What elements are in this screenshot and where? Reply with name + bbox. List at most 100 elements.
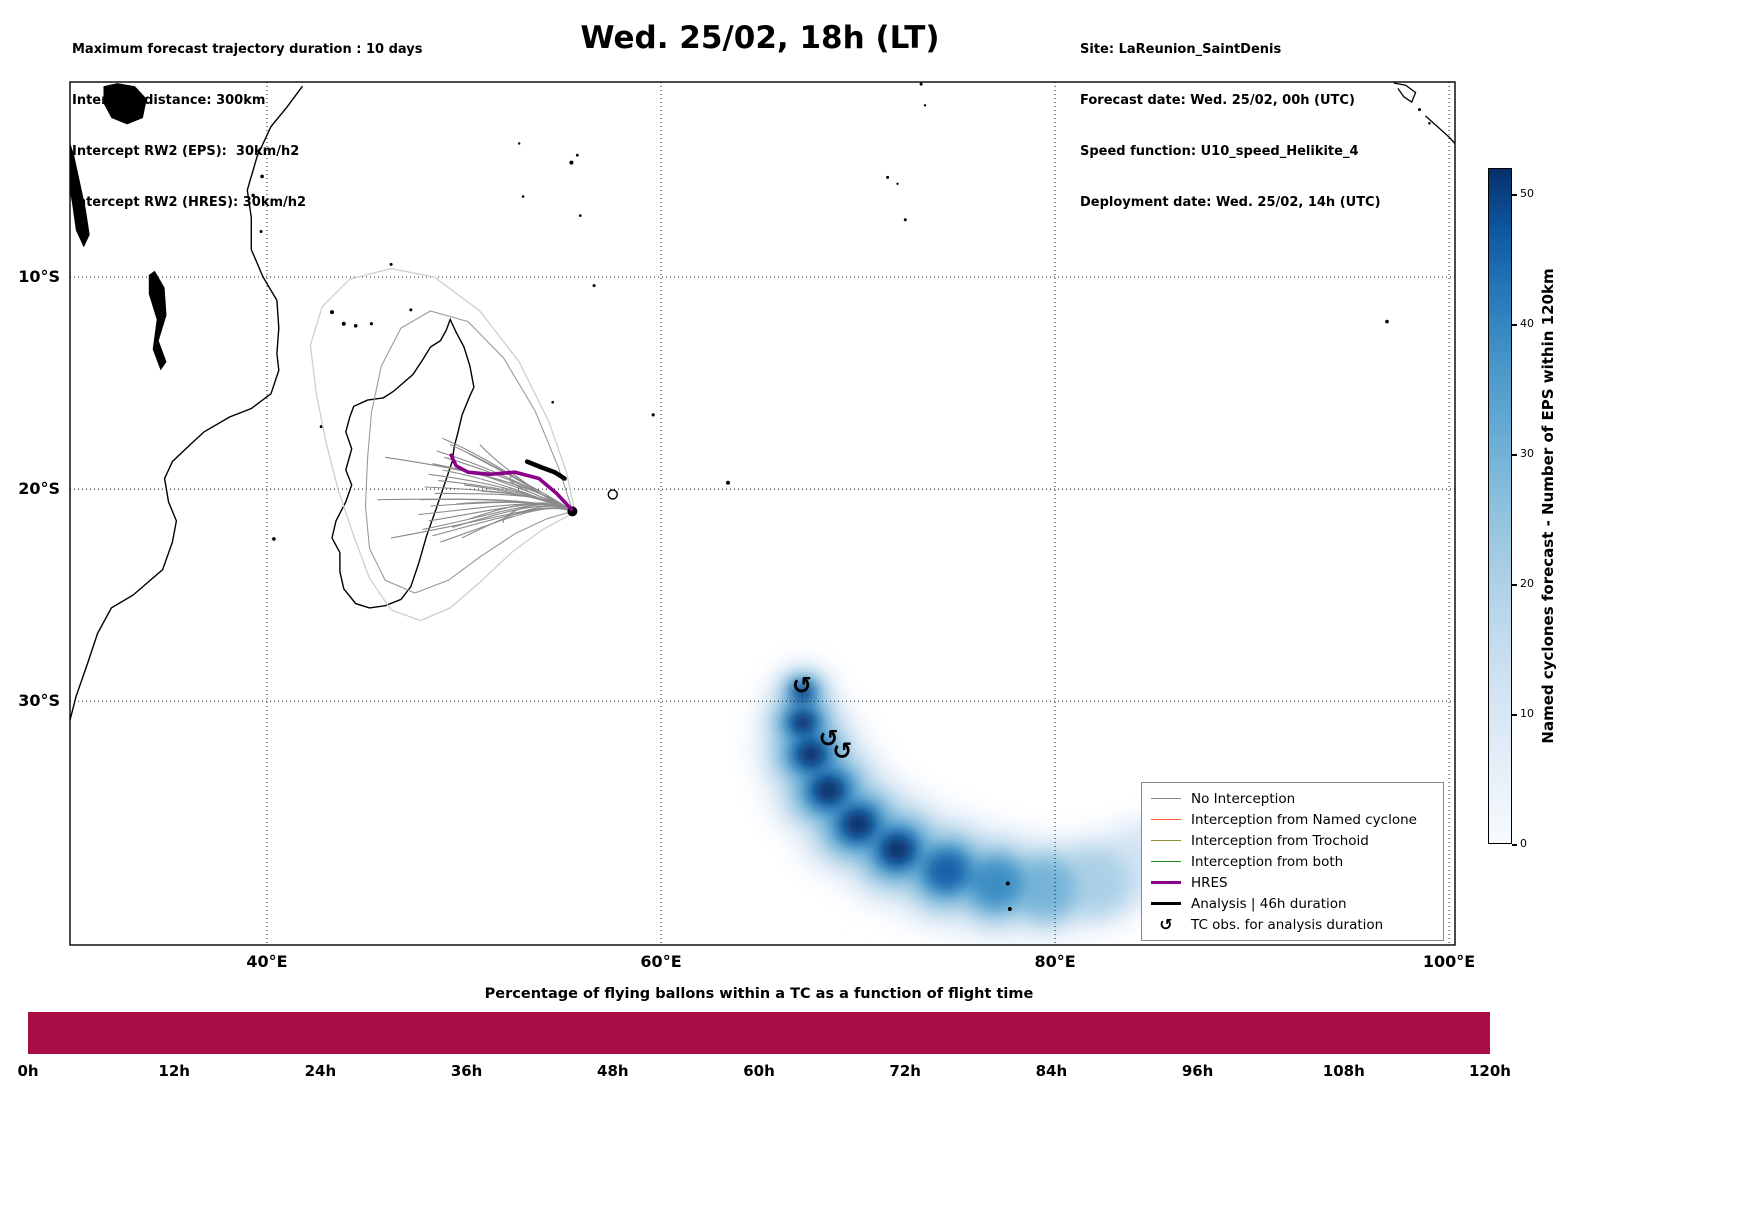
- flight-time-strip: [28, 1012, 1490, 1054]
- islet: [272, 537, 276, 541]
- legend-item: HRES: [1142, 872, 1443, 893]
- info-line: Speed function: U10_speed_Helikite_4: [1080, 144, 1359, 159]
- islet: [330, 310, 334, 315]
- legend-item: Interception from Named cyclone: [1142, 809, 1443, 830]
- x-tick-label: 100°E: [1422, 952, 1476, 971]
- colorbar-tick-mark: [1512, 324, 1517, 326]
- obs-dot: [1005, 881, 1010, 886]
- colorbar-tick-label: 40: [1520, 317, 1534, 330]
- info-line: Intercept RW2 (EPS): 30km/h2: [72, 144, 300, 159]
- legend-label: Interception from Trochoid: [1191, 832, 1369, 849]
- islet: [551, 400, 554, 404]
- strip-tick-label: 84h: [1035, 1062, 1068, 1080]
- islet: [251, 193, 255, 198]
- legend-label: No Interception: [1191, 790, 1296, 807]
- islet: [903, 218, 907, 222]
- map-content: ↺ ↺ ↺: [70, 82, 1455, 945]
- site-info: Site: LaReunion_SaintDenis Forecast date…: [1080, 7, 1381, 245]
- strip-tick-label: 48h: [597, 1062, 629, 1080]
- legend-label: Interception from Named cyclone: [1191, 811, 1417, 828]
- strip-tick-label: 24h: [304, 1062, 337, 1080]
- eps-trajectory: [467, 452, 573, 512]
- islet: [259, 230, 263, 233]
- legend-item: ↺ TC obs. for analysis duration: [1142, 914, 1443, 935]
- islet: [569, 160, 574, 165]
- eps-trajectory: [391, 507, 573, 539]
- hres-trajectory: [449, 453, 574, 512]
- legend-line-sample: [1151, 840, 1181, 841]
- islet: [518, 142, 521, 145]
- strip-tick-label: 72h: [889, 1062, 921, 1080]
- mauritius-island: [607, 489, 618, 500]
- colorbar-tick-label: 0: [1520, 837, 1527, 850]
- tc-observation-icon: ↺: [792, 671, 812, 699]
- strip-tick-label: 0h: [17, 1062, 39, 1080]
- x-tick-label: 40°E: [246, 952, 288, 971]
- page-title: Wed. 25/02, 18h (LT): [580, 20, 940, 56]
- legend-item: Interception from both: [1142, 851, 1443, 872]
- legend-label: HRES: [1191, 874, 1228, 891]
- eps-trajectory: [438, 480, 573, 512]
- y-tick-label: 10°S: [18, 267, 60, 287]
- strip-tick-label: 120h: [1469, 1062, 1511, 1080]
- legend-label: TC obs. for analysis duration: [1191, 916, 1384, 933]
- islet: [651, 413, 655, 417]
- colorbar-tick-label: 20: [1520, 577, 1534, 590]
- legend-item: Analysis | 46h duration: [1142, 893, 1443, 914]
- x-tick-label: 60°E: [640, 952, 682, 971]
- strip-tick-label: 12h: [158, 1062, 190, 1080]
- legend-item: No Interception: [1142, 788, 1443, 809]
- lake: [70, 142, 90, 248]
- colorbar-tick-label: 50: [1520, 187, 1534, 200]
- strip-tick-label: 60h: [743, 1062, 775, 1080]
- lake: [103, 83, 147, 125]
- islet: [579, 214, 582, 217]
- legend-line-sample: [1151, 861, 1181, 862]
- info-line: Forecast date: Wed. 25/02, 00h (UTC): [1080, 93, 1355, 108]
- colorbar-tick-label: 10: [1520, 707, 1534, 720]
- map-border: [69, 81, 1456, 946]
- madagascar-coastline: [331, 317, 475, 609]
- tc-observation-icon: ↺: [1159, 915, 1173, 934]
- sumatra-coastline: [1393, 82, 1417, 104]
- islet: [389, 262, 393, 266]
- islet: [726, 480, 730, 485]
- islet: [923, 104, 927, 107]
- obs-dot: [1007, 907, 1012, 911]
- islet: [575, 153, 579, 157]
- colorbar-tick-mark: [1512, 194, 1517, 196]
- strip-tick-label: 96h: [1181, 1062, 1214, 1080]
- islet: [592, 284, 596, 288]
- tc-observation-icon: ↺: [832, 737, 852, 765]
- legend-item: Interception from Trochoid: [1142, 830, 1443, 851]
- info-line: Site: LaReunion_SaintDenis: [1080, 42, 1282, 57]
- colorbar-tick-mark: [1512, 844, 1517, 846]
- trajectory-envelope: [309, 267, 576, 622]
- legend-line-sample: [1151, 902, 1181, 905]
- islet: [521, 195, 525, 198]
- eps-trajectory: [479, 444, 573, 512]
- islet: [319, 425, 323, 429]
- islet: [886, 175, 890, 179]
- eps-trajectories: [377, 437, 573, 543]
- sumatra-coastline: [1424, 115, 1455, 144]
- legend-label: Interception from both: [1191, 853, 1344, 870]
- islet: [369, 322, 373, 326]
- africa-coastline: [70, 85, 304, 721]
- strip-chart-title: Percentage of flying ballons within a TC…: [484, 986, 1034, 1002]
- islet: [1418, 108, 1421, 112]
- y-tick-label: 30°S: [18, 691, 60, 711]
- legend: No Interception Interception from Named c…: [1141, 782, 1444, 941]
- legend-line-sample: [1151, 881, 1181, 884]
- islet: [919, 82, 923, 86]
- colorbar-tick-mark: [1512, 584, 1517, 586]
- islet: [409, 308, 413, 312]
- islet: [353, 324, 358, 328]
- islet: [1428, 122, 1431, 125]
- legend-line-sample: [1151, 798, 1181, 799]
- cyclone-density-heatmap: [752, 663, 1208, 942]
- legend-label: Analysis | 46h duration: [1191, 895, 1347, 912]
- colorbar-tick-mark: [1512, 714, 1517, 716]
- x-tick-label: 80°E: [1034, 952, 1076, 971]
